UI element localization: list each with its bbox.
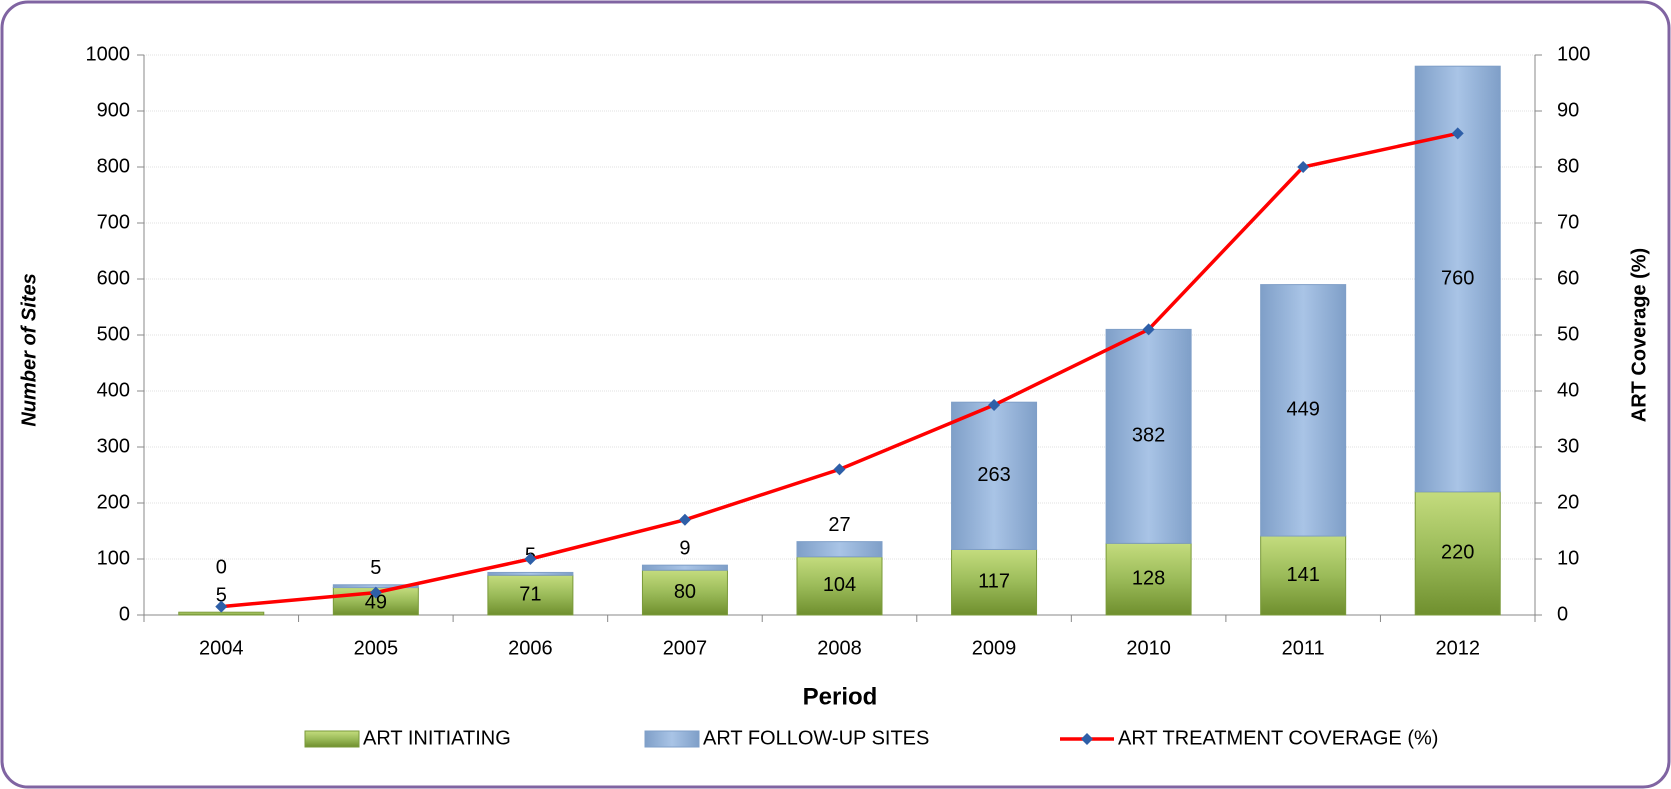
y2-tick-label: 50 <box>1557 323 1579 345</box>
x-tick-label: 2004 <box>199 637 244 659</box>
bar-segment <box>1105 542 1192 616</box>
line-marker <box>524 553 537 565</box>
data-label: 80 <box>674 581 696 603</box>
bar-segment <box>1105 328 1192 544</box>
y-tick-label: 100 <box>97 547 130 569</box>
x-tick-label: 2009 <box>972 637 1017 659</box>
y2-tick-label: 40 <box>1557 379 1579 401</box>
legend-label: ART INITIATING <box>363 727 511 749</box>
x-axis-label: Period <box>803 683 878 710</box>
data-label: 71 <box>519 583 541 605</box>
y2-tick-label: 10 <box>1557 547 1579 569</box>
bar-segment <box>487 571 574 576</box>
data-label: 49 <box>365 591 387 613</box>
x-tick-label: 2012 <box>1435 637 1480 659</box>
line-marker <box>1297 161 1310 173</box>
y-tick-label: 600 <box>97 267 130 289</box>
x-tick-label: 2011 <box>1282 637 1325 659</box>
y2-tick-label: 100 <box>1557 43 1590 65</box>
x-tick-label: 2008 <box>817 637 862 659</box>
data-label: 117 <box>978 571 1010 593</box>
legend-key-marker <box>1081 733 1093 745</box>
y2-tick-label: 90 <box>1557 99 1579 121</box>
y-axis-label: Number of Sites <box>18 273 40 426</box>
legend-label: ART FOLLOW-UP SITES <box>703 727 929 749</box>
y-tick-label: 900 <box>97 99 130 121</box>
y2-tick-label: 80 <box>1557 155 1579 177</box>
line-marker <box>369 586 382 599</box>
data-label: 449 <box>1286 399 1319 421</box>
bar-segment <box>951 401 1038 550</box>
line-marker <box>1142 323 1155 336</box>
x-tick-label: 2006 <box>508 637 553 659</box>
x-tick-label: 2005 <box>354 637 399 659</box>
y2-axis-label: ART Coverage (%) <box>1628 248 1650 422</box>
data-label: 9 <box>679 537 690 559</box>
y2-tick-label: 20 <box>1557 491 1579 513</box>
data-label: 104 <box>823 574 856 596</box>
bar-segment <box>1414 491 1501 616</box>
data-label: 5 <box>216 584 227 606</box>
data-label: 0 <box>216 556 227 578</box>
bar-segment <box>951 548 1038 616</box>
y-tick-label: 700 <box>97 211 130 233</box>
bar-segment <box>1260 535 1347 616</box>
y-tick-label: 1000 <box>86 43 131 65</box>
y2-tick-label: 30 <box>1557 435 1579 457</box>
line-marker <box>988 399 1001 411</box>
data-label: 128 <box>1132 567 1165 589</box>
data-label: 760 <box>1441 267 1474 289</box>
data-label: 141 <box>1286 564 1319 586</box>
line-marker <box>215 600 228 613</box>
legend-key <box>304 730 360 748</box>
legend-label: ART TREATMENT COVERAGE (%) <box>1118 727 1438 749</box>
legend-key <box>644 730 700 748</box>
line-marker <box>678 513 691 526</box>
x-tick-label: 2010 <box>1126 637 1171 659</box>
line-marker <box>833 463 846 476</box>
bar-segment <box>796 541 883 558</box>
data-label: 27 <box>828 514 850 536</box>
bar-segment <box>487 574 574 616</box>
x-tick-label: 2007 <box>663 637 708 659</box>
bar-segment <box>796 556 883 616</box>
bar-segment <box>641 569 728 616</box>
bar-segment <box>1260 284 1347 537</box>
y-tick-label: 800 <box>97 155 130 177</box>
bar-segment <box>641 564 728 571</box>
bar-segment <box>178 611 265 616</box>
y2-tick-label: 60 <box>1557 267 1579 289</box>
y-tick-label: 200 <box>97 491 130 513</box>
y-tick-label: 0 <box>119 603 130 625</box>
data-label: 263 <box>977 464 1010 486</box>
y-tick-label: 400 <box>97 379 130 401</box>
y2-tick-label: 0 <box>1557 603 1568 625</box>
line-marker <box>1451 127 1464 140</box>
data-label: 5 <box>370 557 381 579</box>
y-tick-label: 300 <box>97 435 130 457</box>
data-label: 220 <box>1441 542 1474 564</box>
y-tick-label: 500 <box>97 323 130 345</box>
data-label: 382 <box>1132 425 1165 447</box>
y2-tick-label: 70 <box>1557 211 1579 233</box>
